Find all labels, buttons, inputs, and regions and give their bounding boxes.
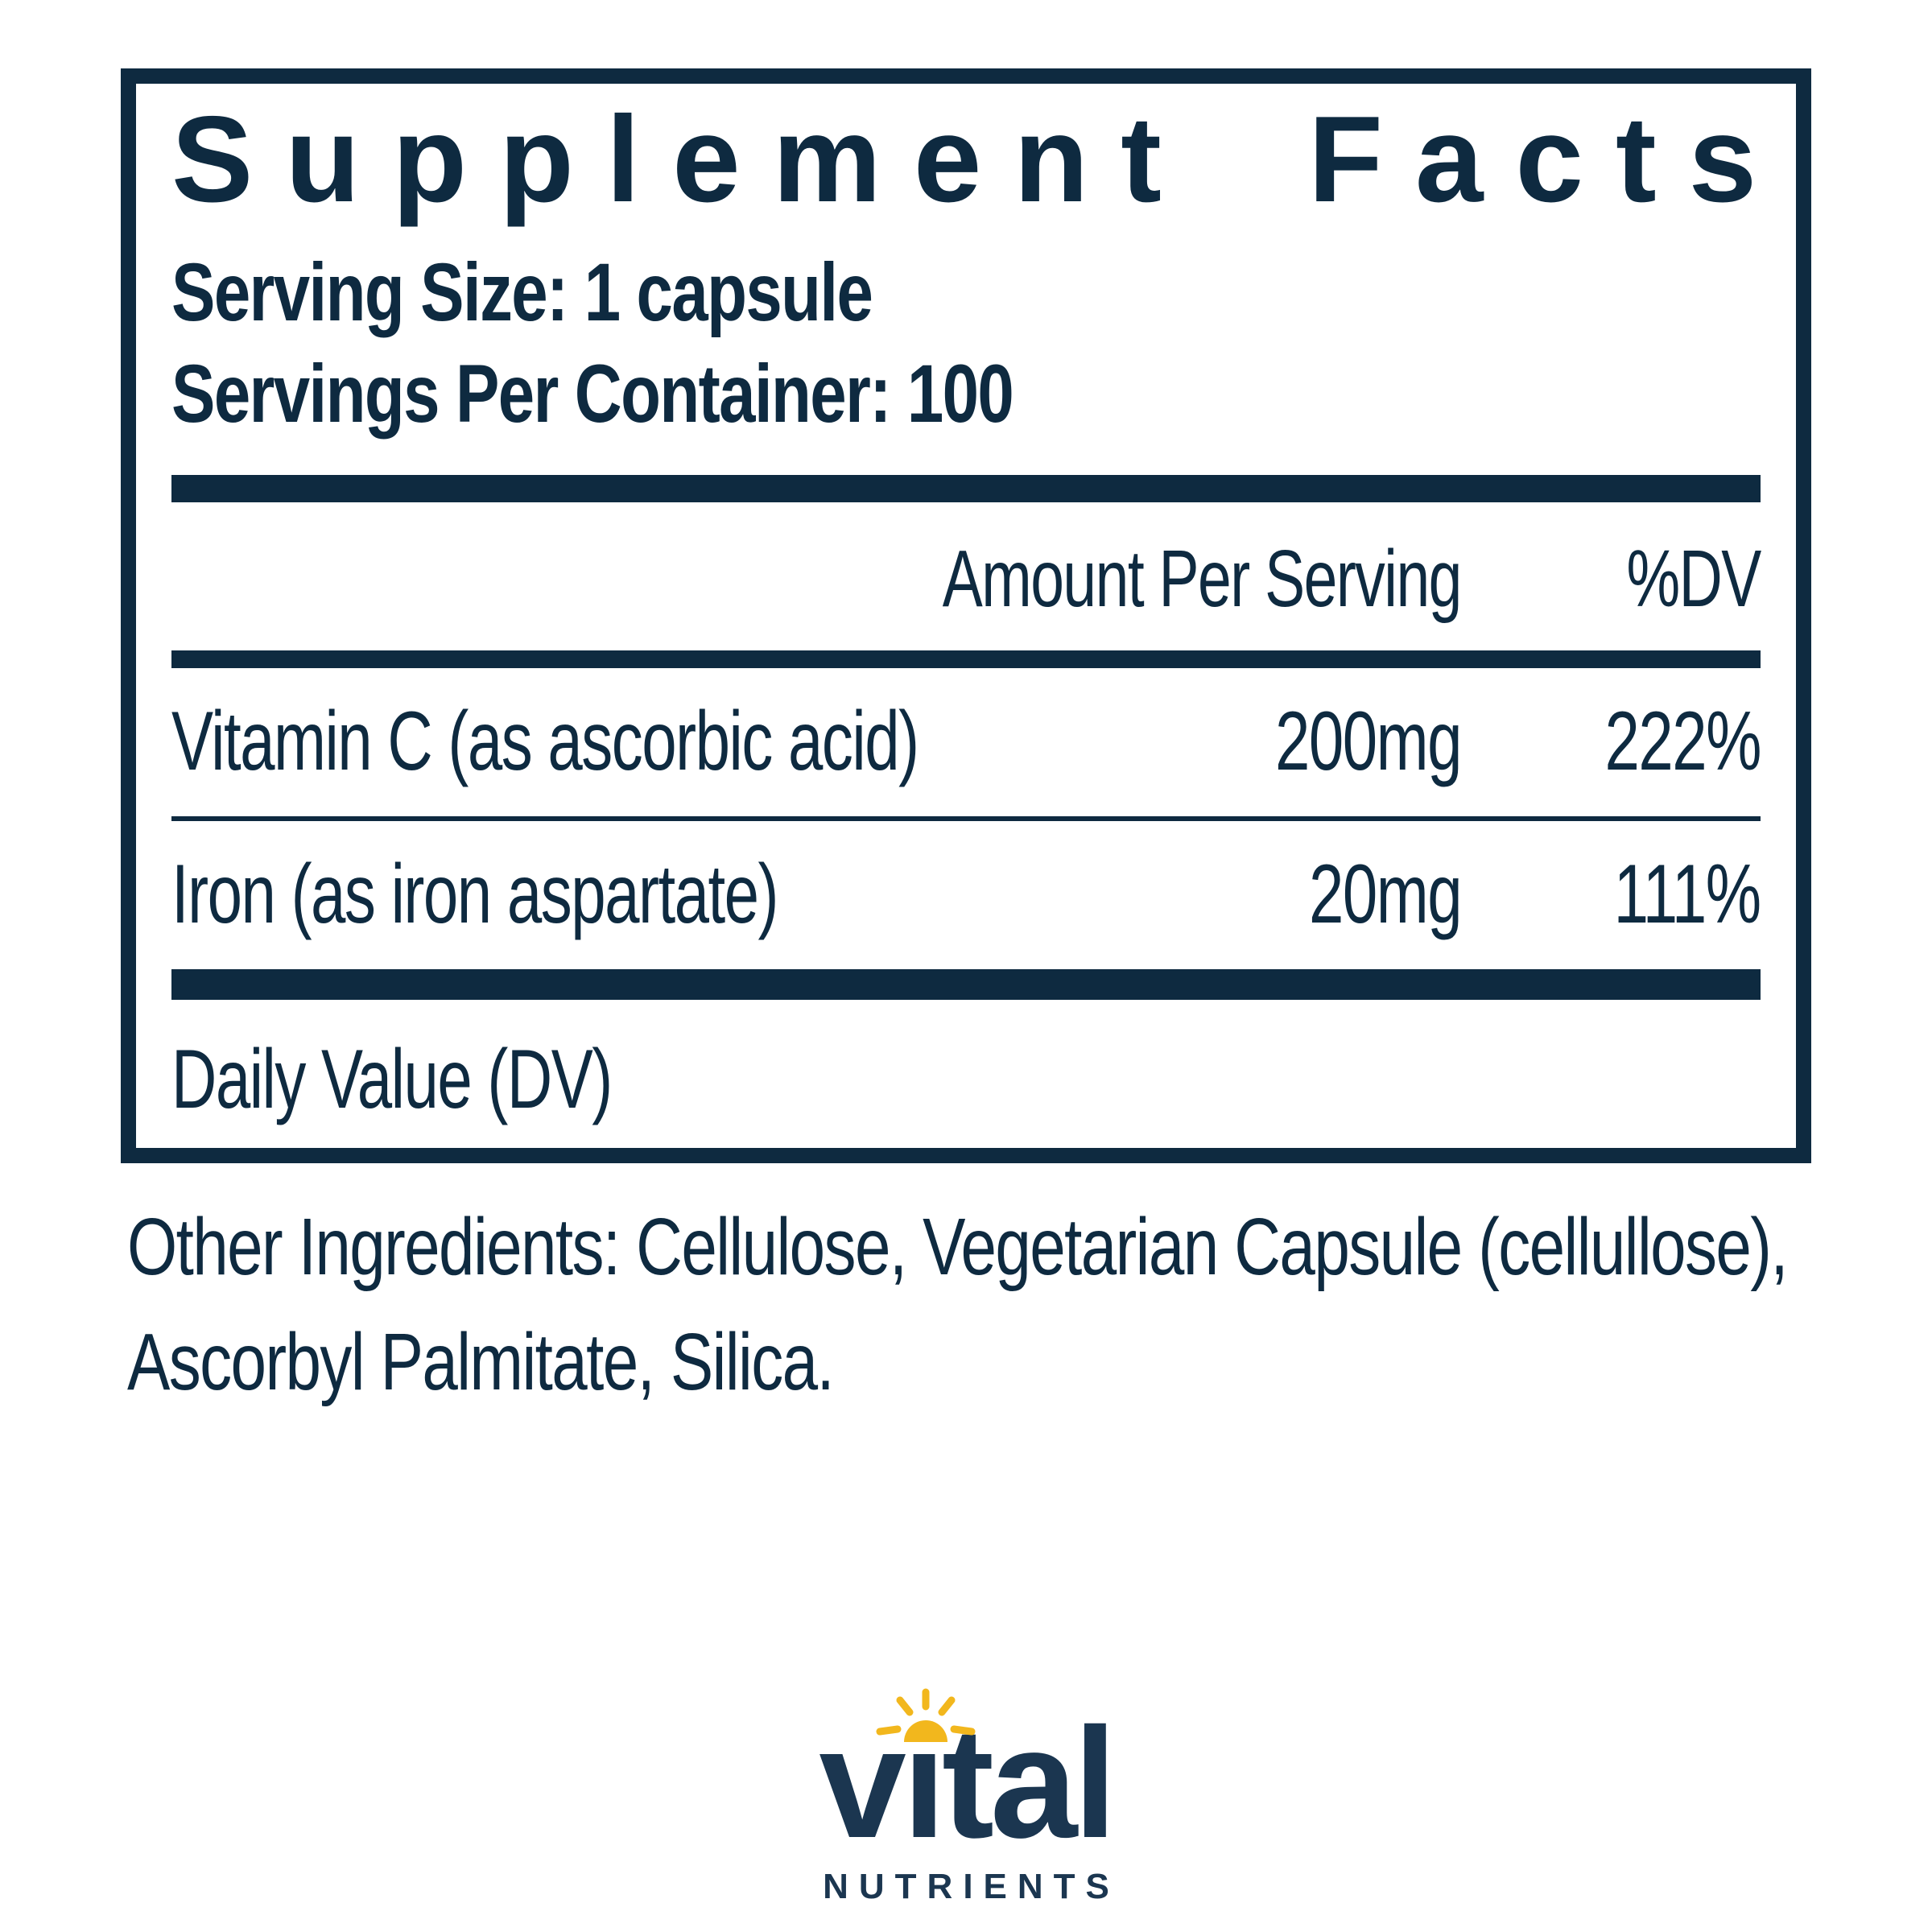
nutrient-amount: 200mg xyxy=(1275,695,1463,788)
sun-icon xyxy=(876,1688,976,1742)
serving-size-line: Serving Size: 1 capsule xyxy=(171,242,1761,343)
logo-subtext: NUTRIENTS xyxy=(823,1867,1120,1906)
nutrient-name: Vitamin C (as ascorbic acid) xyxy=(171,695,919,788)
logo-wordmark: vıtal xyxy=(819,1688,1117,1862)
servings-per-container-text: Servings Per Container: 100 xyxy=(171,348,1014,440)
table-row: Iron (as iron aspartate) 20mg 111% xyxy=(171,821,1761,969)
servings-per-container-line: Servings Per Container: 100 xyxy=(171,343,1761,444)
column-header-amount: Amount Per Serving xyxy=(942,534,1463,624)
nutrient-amount: 20mg xyxy=(1308,848,1463,941)
panel-title: Supplement Facts xyxy=(171,91,1790,228)
brand-logo: vıtal NUTRIENTS xyxy=(0,1688,1932,1907)
nutrient-rows: Vitamin C (as ascorbic acid) 200mg 222% … xyxy=(171,668,1762,969)
divider-medium-header xyxy=(171,650,1761,668)
other-ingredients: Other Ingredients: Cellulose, Vegetarian… xyxy=(127,1190,1898,1420)
table-row: Vitamin C (as ascorbic acid) 200mg 222% xyxy=(171,668,1762,816)
divider-thick-bottom xyxy=(171,969,1761,1000)
other-ingredients-line1: Other Ingredients: Cellulose, Vegetarian… xyxy=(127,1202,1789,1292)
nutrient-dv: 222% xyxy=(1604,695,1762,788)
row-divider-thin xyxy=(171,816,1761,821)
serving-size-text: Serving Size: 1 capsule xyxy=(171,246,873,338)
column-header-dv: %DV xyxy=(1626,534,1762,624)
divider-thick-top xyxy=(171,475,1761,502)
other-ingredients-line2: Ascorbyl Palmitate, Silica. xyxy=(127,1317,835,1407)
nutrient-dv: 111% xyxy=(1614,848,1761,941)
nutrient-name: Iron (as iron aspartate) xyxy=(171,848,779,941)
table-header-row: Amount Per Serving %DV xyxy=(171,502,1762,650)
supplement-facts-panel: Supplement Facts Serving Size: 1 capsule… xyxy=(121,68,1811,1163)
daily-value-footnote: Daily Value (DV) xyxy=(171,1033,613,1126)
